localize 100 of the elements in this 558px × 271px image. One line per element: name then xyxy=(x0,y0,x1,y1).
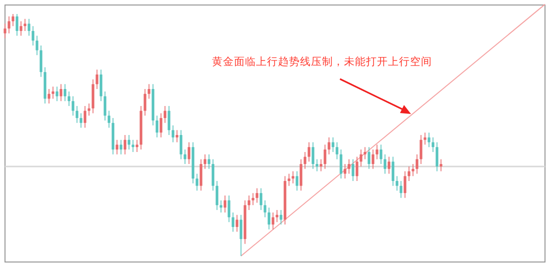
candlestick xyxy=(380,144,382,164)
candlestick xyxy=(224,195,226,213)
candlestick xyxy=(48,88,50,104)
candlestick xyxy=(20,20,22,36)
candlestick xyxy=(348,158,350,174)
candlestick xyxy=(100,69,102,102)
candlestick xyxy=(384,154,386,174)
candlestick xyxy=(28,18,30,36)
candlestick xyxy=(340,149,342,179)
candlestick xyxy=(272,212,274,230)
candlestick xyxy=(264,200,266,218)
candlestick xyxy=(352,158,354,182)
candlestick xyxy=(168,106,170,136)
candlestick xyxy=(188,142,190,164)
candlestick xyxy=(344,164,346,179)
candlestick xyxy=(208,154,210,170)
candlestick xyxy=(288,173,290,186)
candlestick xyxy=(260,188,262,210)
candlestick xyxy=(40,45,42,78)
candlestick xyxy=(216,180,218,210)
candlestick xyxy=(172,124,174,143)
candlestick xyxy=(256,188,258,204)
candlestick xyxy=(312,142,314,170)
candlestick xyxy=(408,166,410,182)
candlestick xyxy=(404,170,406,198)
candlestick xyxy=(324,144,326,170)
candlestick xyxy=(228,195,230,223)
candlestick xyxy=(72,96,74,116)
candlestick xyxy=(96,69,98,90)
candlestick xyxy=(12,14,14,26)
candlestick xyxy=(300,158,302,192)
candlestick xyxy=(156,115,158,138)
candlestick xyxy=(80,112,82,128)
candlestick xyxy=(332,137,334,152)
candlestick xyxy=(436,142,438,172)
candlestick xyxy=(336,142,338,160)
candlestick xyxy=(108,110,110,128)
candlestick xyxy=(248,195,250,210)
candlestick xyxy=(24,18,26,32)
candlestick xyxy=(388,156,390,174)
candlestick xyxy=(120,139,122,155)
candlestick xyxy=(68,91,70,106)
candlestick xyxy=(52,86,54,100)
candlestick xyxy=(128,134,130,150)
candlestick xyxy=(432,137,434,152)
candlestick xyxy=(56,86,58,102)
candlestick xyxy=(252,192,254,206)
candlestick xyxy=(212,158,214,192)
candlestick xyxy=(296,170,298,192)
candlestick xyxy=(132,139,134,152)
candlestick xyxy=(392,156,394,186)
candlestick xyxy=(360,149,362,167)
candlestick xyxy=(440,158,442,172)
candlestick xyxy=(148,84,150,100)
candlestick xyxy=(4,23,6,39)
candlestick xyxy=(304,152,306,170)
candlestick xyxy=(124,134,126,155)
candlestick xyxy=(372,149,374,170)
candlestick xyxy=(180,130,182,160)
annotation: 黄金面临上行趋势线压制，未能打开上行空间 xyxy=(212,55,432,68)
candlestick xyxy=(8,16,10,34)
candlestick xyxy=(268,207,270,230)
candlestick xyxy=(368,146,370,170)
candlestick xyxy=(116,139,118,155)
candlestick xyxy=(60,84,62,102)
candlestick xyxy=(176,130,178,143)
candlestick xyxy=(76,106,78,124)
candlestick xyxy=(16,14,18,36)
candlestick xyxy=(428,132,430,148)
candlestick xyxy=(144,88,146,116)
candlestick xyxy=(328,137,330,155)
candlestick xyxy=(196,173,198,192)
candlestick xyxy=(276,210,278,223)
candlestick xyxy=(204,154,206,170)
candlestick xyxy=(200,158,202,192)
candlestick xyxy=(164,106,166,124)
candlestick xyxy=(104,91,106,121)
candlestick xyxy=(136,139,138,152)
candlestick xyxy=(232,212,234,232)
candlestick xyxy=(292,170,294,184)
candlestick xyxy=(376,144,378,160)
candlestick xyxy=(396,176,398,192)
candlestick xyxy=(420,134,422,164)
candlestick xyxy=(64,84,66,102)
candlestick xyxy=(280,210,282,225)
candlestick xyxy=(416,154,418,174)
candlestick xyxy=(320,158,322,172)
candlestick xyxy=(316,158,318,172)
candlestick xyxy=(32,26,34,46)
candlestick xyxy=(424,132,426,146)
candlestick xyxy=(84,106,86,128)
candlestick xyxy=(308,142,310,162)
candlestick xyxy=(220,200,222,213)
candlestick xyxy=(88,103,90,116)
candlestick xyxy=(184,149,186,164)
candlestick xyxy=(240,214,242,256)
candlestick xyxy=(160,112,162,138)
candlestick xyxy=(400,180,402,198)
candlestick xyxy=(364,146,366,160)
candlestick xyxy=(356,156,358,182)
